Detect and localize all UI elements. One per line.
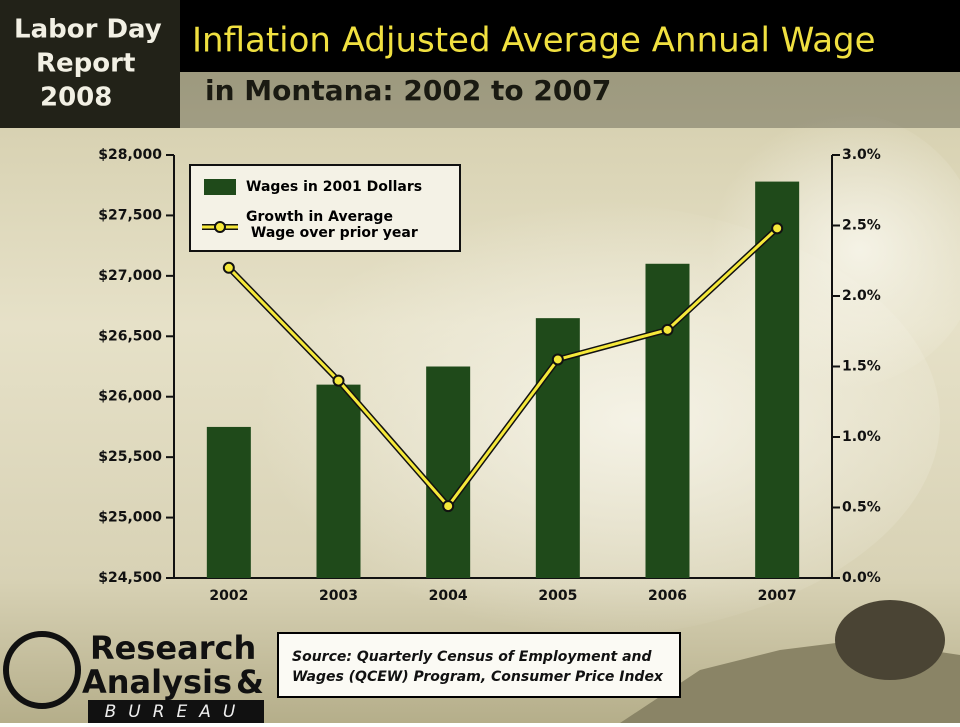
y-tick-label: $28,000 — [98, 147, 162, 163]
legend-box — [189, 164, 461, 252]
logo-text: 2008 — [40, 83, 112, 113]
x-tick-label: 2004 — [429, 588, 468, 604]
header-logo-bg — [0, 0, 180, 128]
y2-tick-label: 0.0% — [842, 570, 881, 586]
bar — [206, 426, 251, 578]
y-tick-label: $25,000 — [98, 510, 162, 526]
line-point — [771, 222, 784, 235]
title-bar — [180, 0, 960, 72]
line-point — [442, 500, 455, 513]
footer-logo-bar — [88, 700, 264, 723]
y-tick-label: $27,500 — [98, 207, 162, 223]
line-point — [222, 261, 235, 274]
x-tick-label: 2007 — [758, 588, 797, 604]
bison — [835, 600, 945, 680]
footer-logo-text: BUREAU — [105, 702, 248, 722]
y2-tick-label: 2.0% — [842, 288, 881, 304]
legend-swatch — [204, 179, 236, 195]
legend-label: Wages in 2001 Dollars — [246, 179, 422, 195]
footer-logo-mark — [3, 631, 81, 709]
bar — [755, 181, 800, 579]
y2-tick-label: 0.5% — [842, 500, 881, 516]
line-point — [551, 353, 564, 366]
legend-label: Growth in Average Wage over prior year — [246, 209, 418, 241]
y-tick-label: $26,500 — [98, 328, 162, 344]
line-point — [661, 323, 674, 336]
chart-title: Inflation Adjusted Average Annual Wage — [192, 21, 876, 61]
x-tick-label: 2006 — [648, 588, 687, 604]
line-point — [332, 374, 345, 387]
cloud — [680, 110, 960, 390]
y2-tick-label: 3.0% — [842, 147, 881, 163]
x-tick-label: 2003 — [319, 588, 358, 604]
footer-logo-text: & — [236, 663, 264, 701]
footer-logo-text: Research — [90, 629, 256, 667]
y-tick-label: $25,500 — [98, 449, 162, 465]
line — [227, 227, 779, 509]
x-tick-label: 2002 — [209, 588, 248, 604]
bar — [316, 384, 361, 578]
source-text: Wages (QCEW) Program, Consumer Price Ind… — [292, 669, 664, 685]
bar — [645, 263, 690, 578]
x-tick-label: 2005 — [538, 588, 577, 604]
y-tick-label: $27,000 — [98, 268, 162, 284]
footer-logo-text: Analysis — [82, 663, 232, 701]
y2-tick-label: 1.0% — [842, 429, 881, 445]
y-tick-label: $26,000 — [98, 389, 162, 405]
y2-tick-label: 1.5% — [842, 359, 881, 375]
source-text: Source: Quarterly Census of Employment a… — [292, 649, 653, 665]
logo-text: Report — [36, 49, 135, 79]
logo-text: Labor Day — [14, 15, 162, 45]
source-box — [277, 632, 681, 698]
y-tick-label: $24,500 — [98, 570, 162, 586]
legend-swatch-point — [214, 221, 226, 233]
y2-tick-label: 2.5% — [842, 218, 881, 234]
chart-subtitle: in Montana: 2002 to 2007 — [205, 74, 611, 107]
bar — [426, 366, 471, 578]
plot: $24,500 $25,000 $25,500 $26,000 $26,500 $27,0… — [98, 147, 881, 604]
